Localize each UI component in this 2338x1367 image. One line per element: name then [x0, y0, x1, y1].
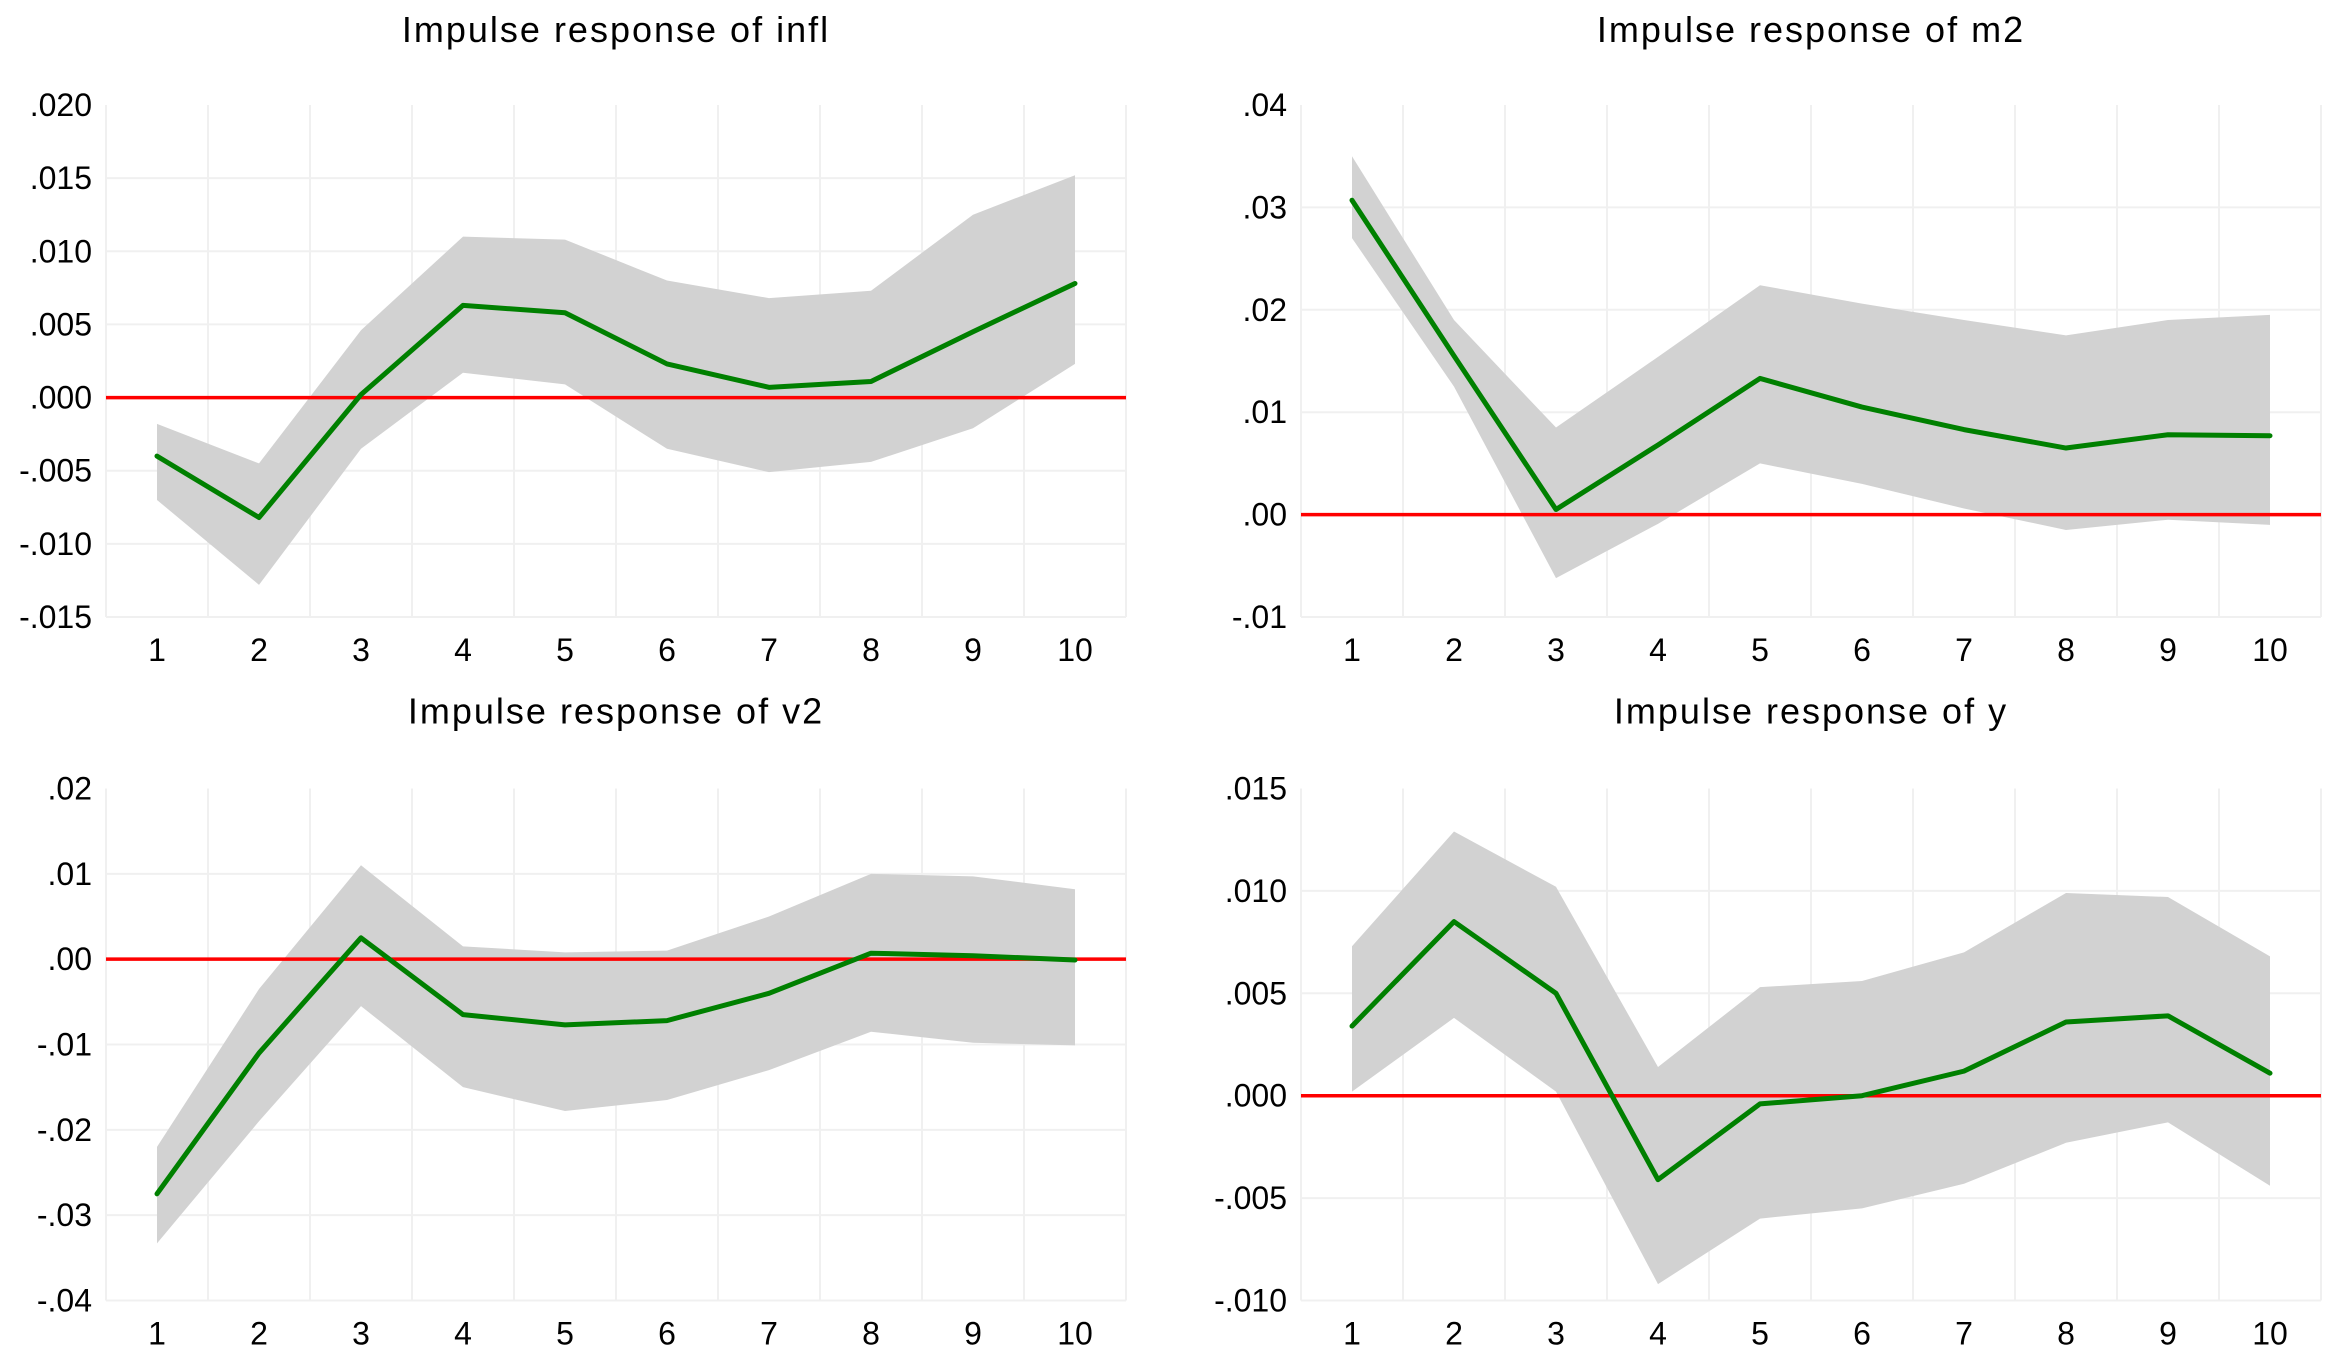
x-axis-tick-label: 1	[1343, 632, 1361, 668]
confidence-band	[1352, 831, 2270, 1285]
x-axis-tick-label: 9	[964, 632, 982, 668]
x-axis-tick-label: 10	[2252, 1316, 2288, 1352]
chart-panel-v2: .02 .01 .00 -.01 -.02 -.03 -.04 1 2 3 4 5 6 7 8 9 10 Imp…	[0, 683, 1169, 1367]
x-axis-tick-label: 2	[250, 632, 268, 668]
x-axis-tick-label: 5	[1751, 1316, 1769, 1352]
y-axis-tick-label: .02	[48, 771, 92, 807]
x-axis-tick-label: 1	[1343, 1316, 1361, 1352]
x-axis-tick-label: 3	[1547, 1316, 1565, 1352]
x-axis-tick-label: 7	[1955, 1316, 1973, 1352]
chart-panel-y: .015 .010 .005 .000 -.005 -.010 1 2 3 4 5 6 7 8 9 10 Im…	[1169, 683, 2338, 1367]
x-axis-tick-label: 6	[1853, 1316, 1871, 1352]
x-axis-tick-label: 2	[1445, 1316, 1463, 1352]
x-axis-tick-label: 3	[352, 1316, 370, 1352]
x-axis-tick-label: 7	[760, 1316, 778, 1352]
y-axis-tick-label: -.010	[1214, 1283, 1287, 1319]
chart-plot-m2: .04 .03 .02 .01 .00 -.01 1 2 3 4 5 6 7 8 9 10 Impulse r…	[1232, 9, 2322, 668]
y-axis-tick-label: .03	[1243, 189, 1287, 225]
x-axis-tick-label: 6	[1853, 632, 1871, 668]
chart-panel-infl: .020 .015 .010 .005 .000 -.005 -.010 -.015 1 2 3 4 5…	[0, 0, 1169, 683]
y-axis-tick-label: .04	[1243, 87, 1287, 123]
y-axis-tick-label: -.04	[37, 1283, 92, 1319]
y-axis-tick-label: .010	[1225, 873, 1287, 909]
chart-plot-y: .015 .010 .005 .000 -.005 -.010 1 2 3 4 5 6 7 8 9 10 Im…	[1214, 691, 2322, 1352]
confidence-band	[1352, 156, 2270, 579]
chart-panel-m2: .04 .03 .02 .01 .00 -.01 1 2 3 4 5 6 7 8 9 10 Impulse r…	[1169, 0, 2338, 683]
x-axis-tick-label: 2	[1445, 632, 1463, 668]
x-axis-tick-label: 4	[454, 1316, 472, 1352]
y-axis-tick-label: -.005	[19, 453, 92, 489]
x-axis-tick-label: 3	[1547, 632, 1565, 668]
x-axis-tick-label: 5	[556, 1316, 574, 1352]
y-axis-tick-label: .01	[48, 856, 92, 892]
impulse-response-line	[1349, 197, 2273, 512]
y-axis-tick-label: .000	[1225, 1078, 1287, 1114]
chart-title-y: Impulse response of y	[1614, 691, 2008, 732]
y-axis-tick-label: .00	[48, 941, 92, 977]
y-axis-tick-label: .015	[30, 160, 92, 196]
y-axis-tick-label: .00	[1243, 497, 1287, 533]
y-axis-tick-label: -.005	[1214, 1180, 1287, 1216]
x-axis-tick-label: 8	[2057, 1316, 2075, 1352]
y-axis-tick-label: .005	[30, 306, 92, 342]
x-axis-tick-label: 5	[1751, 632, 1769, 668]
y-axis-tick-label: .000	[30, 380, 92, 416]
y-axis-tick-label: -.010	[19, 526, 92, 562]
x-axis-tick-label: 4	[1649, 1316, 1667, 1352]
x-axis-tick-label: 9	[964, 1316, 982, 1352]
x-axis-tick-label: 6	[658, 1316, 676, 1352]
impulse-response-line	[154, 935, 1078, 1197]
impulse-response-line	[1349, 919, 2273, 1183]
x-axis-tick-label: 4	[454, 632, 472, 668]
chart-plot-v2: .02 .01 .00 -.01 -.02 -.03 -.04 1 2 3 4 5 6 7 8 9 10 Imp…	[37, 691, 1127, 1352]
y-axis-tick-label: .005	[1225, 975, 1287, 1011]
confidence-band	[157, 175, 1075, 585]
y-axis-tick-label: -.03	[37, 1197, 92, 1233]
chart-title-v2: Impulse response of v2	[408, 691, 824, 732]
x-axis-tick-label: 3	[352, 632, 370, 668]
x-axis-tick-label: 6	[658, 632, 676, 668]
y-axis-tick-label: -.015	[19, 599, 92, 635]
x-axis-tick-label: 7	[1955, 632, 1973, 668]
chart-title-infl: Impulse response of infl	[402, 9, 830, 50]
x-axis-tick-label: 8	[2057, 632, 2075, 668]
y-axis-tick-label: .015	[1225, 771, 1287, 807]
x-axis-tick-label: 4	[1649, 632, 1667, 668]
x-axis-tick-label: 5	[556, 632, 574, 668]
x-axis-tick-label: 1	[148, 1316, 166, 1352]
x-axis-tick-label: 10	[2252, 632, 2288, 668]
x-axis-tick-label: 8	[862, 632, 880, 668]
x-axis-tick-label: 8	[862, 1316, 880, 1352]
y-axis-tick-label: -.01	[1232, 599, 1287, 635]
chart-title-m2: Impulse response of m2	[1597, 9, 2025, 50]
x-axis-tick-label: 1	[148, 632, 166, 668]
x-axis-tick-label: 10	[1057, 632, 1093, 668]
y-axis-tick-label: .02	[1243, 292, 1287, 328]
x-axis-tick-label: 7	[760, 632, 778, 668]
x-axis-tick-label: 9	[2159, 632, 2177, 668]
y-axis-tick-label: .01	[1243, 394, 1287, 430]
x-axis-tick-label: 9	[2159, 1316, 2177, 1352]
y-axis-tick-label: .020	[30, 87, 92, 123]
y-axis-tick-label: .010	[30, 233, 92, 269]
y-axis-tick-label: -.02	[37, 1112, 92, 1148]
x-axis-tick-label: 2	[250, 1316, 268, 1352]
y-axis-tick-label: -.01	[37, 1027, 92, 1063]
chart-plot-infl: .020 .015 .010 .005 .000 -.005 -.010 -.015 1 2 3 4 5…	[19, 9, 1127, 668]
impulse-response-line	[154, 280, 1078, 521]
x-axis-tick-label: 10	[1057, 1316, 1093, 1352]
